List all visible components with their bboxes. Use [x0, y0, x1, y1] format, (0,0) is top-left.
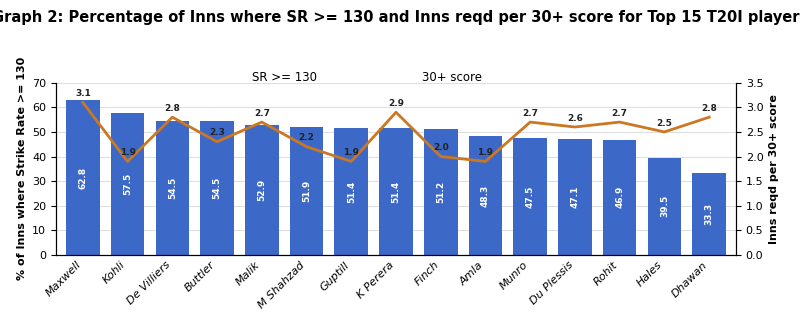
Bar [692, 173, 726, 255]
Bar [514, 138, 547, 255]
Legend: % of inns where, Inns reqd per: % of inns where, Inns reqd per [260, 0, 532, 4]
Text: 1.9: 1.9 [343, 148, 359, 157]
Text: 39.5: 39.5 [660, 195, 669, 217]
Bar [155, 121, 189, 255]
Text: 47.1: 47.1 [570, 186, 579, 208]
Text: 30+ score: 30+ score [422, 71, 482, 84]
Text: 48.3: 48.3 [481, 184, 490, 207]
Text: 33.3: 33.3 [705, 203, 714, 225]
Text: 51.2: 51.2 [436, 181, 446, 203]
Bar [200, 121, 234, 255]
Text: 62.8: 62.8 [78, 166, 87, 189]
Text: 51.4: 51.4 [346, 180, 356, 203]
Text: 2.2: 2.2 [298, 133, 314, 142]
Text: 2.8: 2.8 [702, 104, 717, 113]
Text: SR >= 130: SR >= 130 [251, 71, 317, 84]
Bar [379, 128, 413, 255]
Text: Graph 2: Percentage of Inns where SR >= 130 and Inns reqd per 30+ score for Top : Graph 2: Percentage of Inns where SR >= … [0, 10, 800, 25]
Text: 2.6: 2.6 [567, 114, 583, 122]
Bar [334, 128, 368, 255]
Text: 54.5: 54.5 [168, 177, 177, 199]
Bar [648, 158, 681, 255]
Text: 2.7: 2.7 [254, 109, 270, 118]
Bar [66, 100, 100, 255]
Text: 1.9: 1.9 [119, 148, 135, 157]
Text: 1.9: 1.9 [478, 148, 494, 157]
Text: 47.5: 47.5 [526, 185, 534, 208]
Bar [290, 127, 323, 255]
Text: 2.9: 2.9 [388, 99, 404, 108]
Text: 2.0: 2.0 [433, 143, 449, 152]
Y-axis label: % of Inns where Strike Rate >= 130: % of Inns where Strike Rate >= 130 [17, 57, 26, 280]
Bar [424, 129, 458, 255]
Text: 54.5: 54.5 [213, 177, 222, 199]
Text: 2.7: 2.7 [522, 109, 538, 118]
Bar [245, 125, 278, 255]
Y-axis label: Inns reqd per 30+ score: Inns reqd per 30+ score [769, 94, 779, 244]
Text: 57.5: 57.5 [123, 173, 132, 195]
Text: 3.1: 3.1 [75, 89, 90, 98]
Text: 51.9: 51.9 [302, 180, 311, 202]
Text: 2.5: 2.5 [657, 118, 672, 127]
Bar [558, 139, 592, 255]
Bar [603, 140, 637, 255]
Text: 2.8: 2.8 [164, 104, 180, 113]
Text: 51.4: 51.4 [391, 180, 401, 203]
Text: 2.3: 2.3 [209, 128, 225, 137]
Bar [469, 136, 502, 255]
Text: 52.9: 52.9 [258, 179, 266, 201]
Text: 2.7: 2.7 [612, 109, 628, 118]
Text: 46.9: 46.9 [615, 186, 624, 209]
Bar [111, 114, 144, 255]
